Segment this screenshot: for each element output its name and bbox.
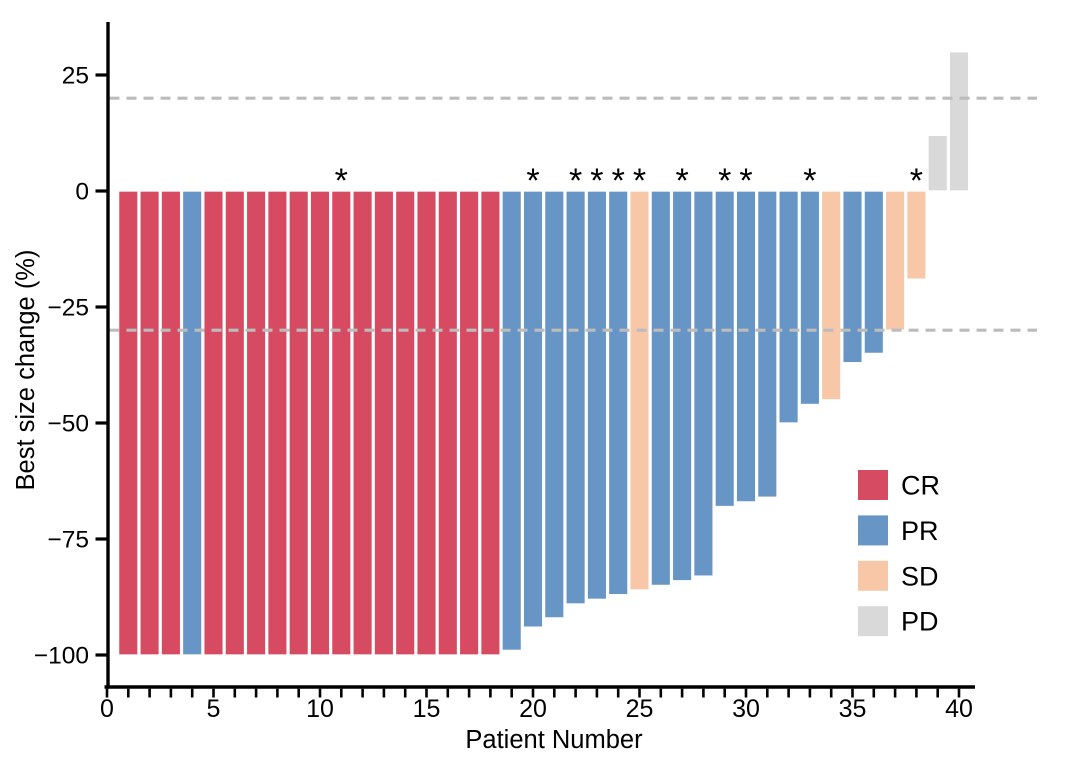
bar-patient-32: [778, 190, 799, 424]
bar-patient-5: [203, 190, 224, 656]
bar-patient-1: [117, 190, 139, 656]
bar-patient-38: [906, 190, 927, 280]
bar-patient-31: [756, 190, 778, 498]
bar-patient-2: [139, 190, 160, 656]
reference-lines-group: [109, 96, 1037, 332]
bar-patient-9: [288, 190, 310, 656]
y-tick-label--100: −100: [34, 643, 89, 670]
legend-label-PR: PR: [901, 516, 939, 546]
x-tick-label-25: 25: [626, 695, 654, 723]
y-tick-label-0: 0: [75, 179, 89, 206]
bars-group: [117, 51, 970, 656]
x-ticks-group: 0 5 10 15 20 25 30 35 40: [100, 688, 973, 723]
bar-patient-40: [948, 51, 970, 192]
bar-patient-24: [607, 190, 629, 596]
bar-patient-25: [629, 190, 650, 591]
legend-swatch-CR: [858, 470, 888, 500]
x-tick-label-5: 5: [207, 695, 221, 723]
bar-patient-18: [480, 190, 501, 656]
bar-patient-10: [309, 190, 331, 656]
bar-patient-4: [181, 190, 203, 656]
y-tick-label--75: −75: [47, 527, 89, 554]
bar-patient-27: [671, 190, 693, 582]
legend-label-CR: CR: [901, 471, 940, 501]
asterisk-patient-20: *: [526, 162, 539, 200]
asterisk-patient-11: *: [335, 162, 348, 200]
x-tick-label-0: 0: [100, 695, 114, 723]
asterisk-patient-29: *: [718, 162, 731, 200]
bar-patient-34: [820, 190, 842, 401]
x-tick-label-30: 30: [732, 695, 760, 723]
asterisk-patient-38: *: [910, 162, 923, 200]
x-tick-label-10: 10: [306, 695, 334, 723]
x-axis-title: Patient Number: [465, 726, 643, 754]
y-tick-label--25: −25: [47, 295, 89, 322]
bar-patient-35: [842, 190, 863, 364]
asterisk-patient-25: *: [633, 162, 646, 200]
bar-patient-11: [330, 190, 352, 656]
bar-patient-26: [650, 190, 672, 587]
legend-swatch-PR: [858, 515, 888, 546]
asterisks-group: * * * * * * * * * * *: [335, 162, 923, 200]
asterisk-patient-22: *: [569, 162, 582, 200]
asterisk-patient-23: *: [590, 162, 603, 200]
bar-patient-19: [501, 190, 523, 652]
bar-patient-39: [927, 134, 949, 192]
x-tick-label-40: 40: [945, 695, 973, 723]
bar-patient-15: [416, 190, 437, 656]
legend: CR PR SD PD: [858, 470, 940, 637]
bar-patient-20: [522, 190, 544, 628]
legend-label-SD: SD: [901, 561, 939, 591]
bar-patient-13: [373, 190, 395, 656]
bar-patient-28: [693, 190, 714, 577]
bar-patient-12: [352, 190, 373, 656]
bar-patient-16: [437, 190, 459, 656]
x-tick-label-15: 15: [413, 695, 441, 723]
y-axis-title: Best size change (%): [12, 250, 40, 491]
legend-label-PD: PD: [901, 607, 939, 637]
bar-patient-14: [394, 190, 416, 656]
asterisk-patient-24: *: [612, 162, 625, 200]
asterisk-patient-33: *: [803, 162, 816, 200]
bar-patient-36: [863, 190, 885, 355]
bar-patient-17: [458, 190, 480, 656]
bar-patient-29: [714, 190, 736, 508]
y-ticks-group: 25 0 −25 −50 −75 −100: [34, 63, 108, 670]
x-tick-label-20: 20: [519, 695, 547, 723]
bar-patient-30: [735, 190, 757, 503]
y-tick-label--50: −50: [47, 411, 89, 438]
bar-patient-8: [267, 190, 288, 656]
bar-patient-37: [884, 190, 906, 331]
x-tick-label-35: 35: [839, 695, 867, 723]
bar-patient-3: [160, 190, 182, 656]
bar-patient-7: [245, 190, 267, 656]
bar-patient-6: [224, 190, 246, 656]
legend-swatch-PD: [858, 606, 888, 637]
bar-patient-23: [586, 190, 608, 600]
asterisk-patient-27: *: [675, 162, 688, 200]
legend-swatch-SD: [858, 560, 888, 591]
bar-patient-33: [799, 190, 821, 406]
asterisk-patient-30: *: [739, 162, 752, 200]
bar-patient-22: [565, 190, 586, 605]
y-tick-label-25: 25: [62, 63, 89, 90]
bar-patient-21: [543, 190, 565, 619]
